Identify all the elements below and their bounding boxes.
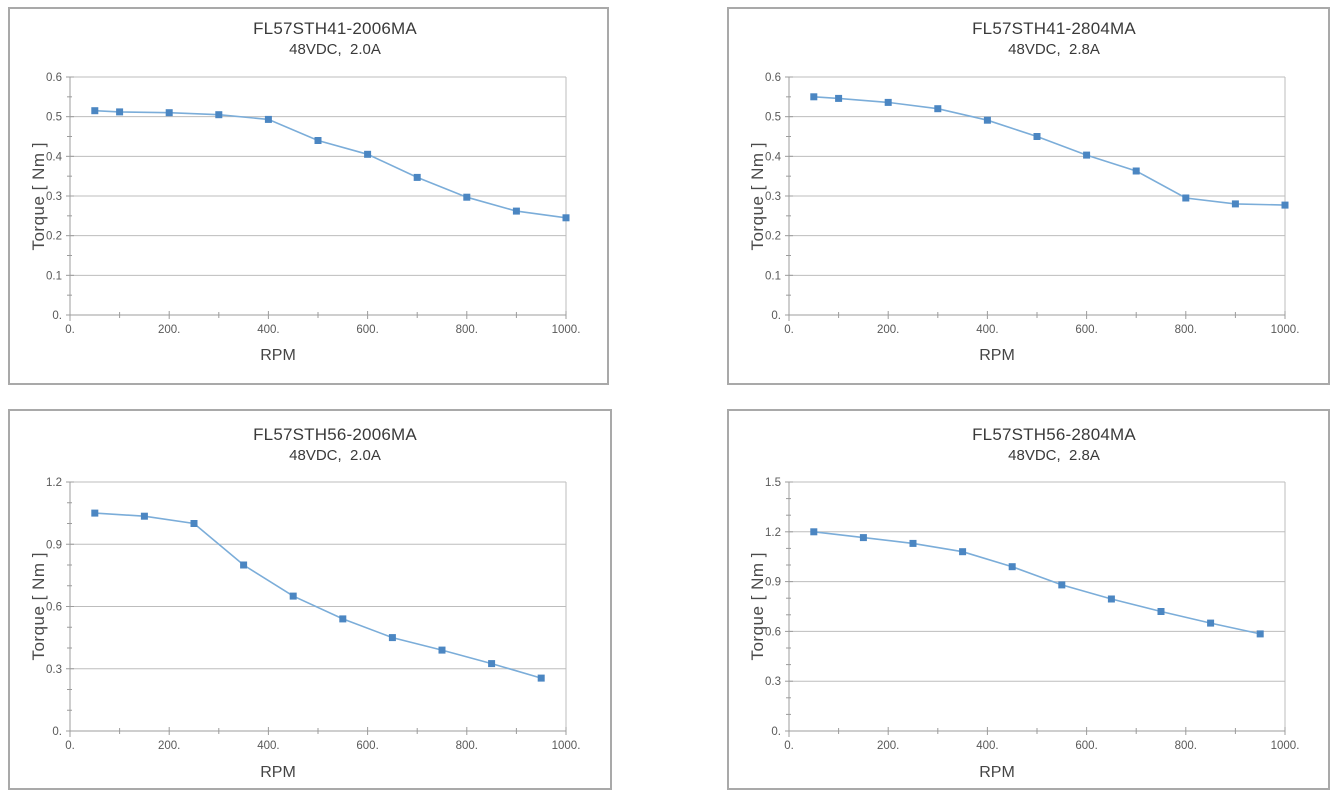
chart-subtitle: 48VDC, 2.8A (1008, 41, 1100, 58)
chart-title: FL57STH56-2804MA (972, 425, 1136, 444)
chart-title: FL57STH41-2804MA (972, 19, 1136, 38)
svg-text:1000.: 1000. (552, 324, 581, 336)
svg-text:200.: 200. (158, 740, 180, 752)
svg-text:600.: 600. (356, 740, 378, 752)
svg-text:200.: 200. (877, 324, 899, 336)
svg-text:0.3: 0.3 (765, 191, 781, 203)
svg-text:0.: 0. (771, 310, 781, 322)
svg-text:0.3: 0.3 (46, 191, 62, 203)
chart-subtitle: 48VDC, 2.0A (289, 447, 381, 464)
svg-text:400.: 400. (976, 324, 998, 336)
torque-vs-rpm-plot: 0. 200. 400. 600. 800. 1000. 0. 0.3 0.6 0.9 1.2 1.5 (765, 477, 1300, 752)
y-axis-label: Torque [ Nm ] (737, 482, 779, 731)
svg-text:400.: 400. (257, 740, 279, 752)
y-axis-label-text: Torque [ Nm ] (29, 141, 48, 251)
svg-text:0.: 0. (52, 310, 62, 322)
svg-text:1000.: 1000. (552, 740, 581, 752)
svg-text:0.6: 0.6 (765, 626, 781, 638)
svg-text:800.: 800. (1175, 324, 1197, 336)
svg-text:0.9: 0.9 (765, 577, 781, 589)
chart-panel-fl57sth56-2804ma: 0. 200. 400. 600. 800. 1000. 0. 0.3 0.6 0.9 1.2 1.5… (727, 409, 1330, 790)
svg-text:1000.: 1000. (1271, 740, 1300, 752)
svg-text:400.: 400. (257, 324, 279, 336)
chart-panel-fl57sth41-2006ma: 0. 200. 400. 600. 800. 1000. 0. 0.1 0.2 0.3 0.4 0.5… (8, 7, 609, 385)
chart-title: FL57STH56-2006MA (253, 425, 417, 444)
x-axis-label: RPM (260, 764, 296, 781)
y-axis-label: Torque [ Nm ] (18, 77, 60, 315)
chart-subtitle: 48VDC, 2.0A (289, 41, 381, 58)
svg-text:400.: 400. (976, 740, 998, 752)
svg-text:0.2: 0.2 (765, 231, 781, 243)
chart-subtitle: 48VDC, 2.8A (1008, 447, 1100, 464)
svg-text:0.6: 0.6 (765, 72, 781, 84)
svg-text:0.: 0. (65, 324, 75, 336)
torque-vs-rpm-plot: 0. 200. 400. 600. 800. 1000. 0. 0.1 0.2 0.3 0.4 0.5… (46, 72, 581, 336)
svg-text:0.1: 0.1 (765, 270, 781, 282)
svg-text:1.2: 1.2 (46, 477, 62, 489)
svg-text:600.: 600. (356, 324, 378, 336)
svg-text:800.: 800. (1175, 740, 1197, 752)
svg-text:0.4: 0.4 (46, 151, 63, 163)
svg-text:0.5: 0.5 (46, 112, 62, 124)
x-axis-label: RPM (979, 764, 1015, 781)
svg-text:0.5: 0.5 (765, 112, 781, 124)
svg-text:0.: 0. (771, 726, 781, 738)
svg-text:0.: 0. (65, 740, 75, 752)
svg-text:200.: 200. (158, 324, 180, 336)
svg-text:0.6: 0.6 (46, 72, 62, 84)
svg-text:0.3: 0.3 (46, 664, 62, 676)
y-axis-label-text: Torque [ Nm ] (29, 552, 48, 661)
svg-text:1000.: 1000. (1271, 324, 1300, 336)
svg-text:0.: 0. (52, 726, 62, 738)
svg-text:0.9: 0.9 (46, 539, 62, 551)
svg-text:0.3: 0.3 (765, 676, 781, 688)
svg-text:600.: 600. (1075, 324, 1097, 336)
svg-text:0.4: 0.4 (765, 151, 782, 163)
torque-vs-rpm-plot: 0. 200. 400. 600. 800. 1000. 0. 0.3 0.6 0.9 1.2 (46, 477, 581, 752)
svg-text:0.1: 0.1 (46, 270, 62, 282)
y-axis-label: Torque [ Nm ] (18, 482, 60, 731)
svg-text:1.2: 1.2 (765, 527, 781, 539)
x-axis-label: RPM (260, 347, 296, 364)
y-axis-label: Torque [ Nm ] (737, 77, 779, 315)
svg-text:0.: 0. (784, 324, 794, 336)
torque-vs-rpm-plot: 0. 200. 400. 600. 800. 1000. 0. 0.1 0.2 0.3 0.4 0.5… (765, 72, 1300, 336)
svg-text:800.: 800. (456, 324, 478, 336)
svg-text:0.6: 0.6 (46, 602, 62, 614)
y-axis-label-text: Torque [ Nm ] (748, 552, 767, 661)
chart-title: FL57STH41-2006MA (253, 19, 417, 38)
svg-text:0.2: 0.2 (46, 231, 62, 243)
svg-text:0.: 0. (784, 740, 794, 752)
chart-panel-fl57sth56-2006ma: 0. 200. 400. 600. 800. 1000. 0. 0.3 0.6 0.9 1.2 FL… (8, 409, 612, 790)
svg-text:1.5: 1.5 (765, 477, 781, 489)
chart-panel-fl57sth41-2804ma: 0. 200. 400. 600. 800. 1000. 0. 0.1 0.2 0.3 0.4 0.5… (727, 7, 1330, 385)
svg-text:600.: 600. (1075, 740, 1097, 752)
svg-text:800.: 800. (456, 740, 478, 752)
x-axis-label: RPM (979, 347, 1015, 364)
svg-text:200.: 200. (877, 740, 899, 752)
y-axis-label-text: Torque [ Nm ] (748, 141, 767, 251)
